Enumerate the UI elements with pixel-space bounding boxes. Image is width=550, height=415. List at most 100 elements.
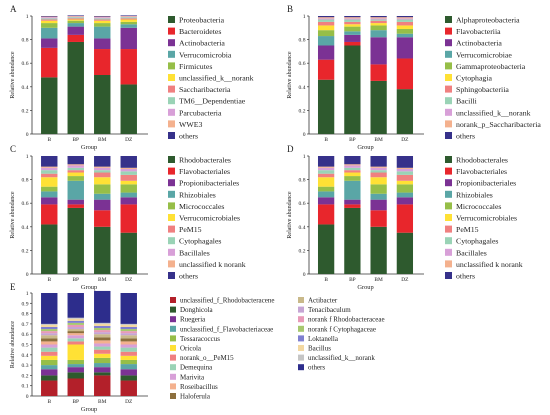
bar-segment-propionibacteriales-dz [396, 197, 414, 205]
x-tick-label: BM [98, 277, 107, 283]
legend-label: Donghicola [180, 306, 214, 314]
bar-segment-saccharibacteria-b [41, 19, 58, 21]
legend-swatch-others [445, 272, 452, 279]
panel-a: A 0 0.2 0.4 0.6 0.8 1 Relative abundance B BP BM DZ… [10, 4, 254, 151]
bar-segment-bacillus-dz [120, 324, 137, 327]
y-tick-label: 0.6 [22, 61, 29, 67]
bar-segment-actibacter-dz [120, 335, 137, 339]
legend-swatch-verrucomicrobia [168, 50, 175, 58]
legend: Proteobacteria Bacteroidetes Actinobacteri… [168, 16, 254, 141]
bar-segment-flavobacteriia-dz [396, 58, 414, 90]
bar-segment-norank-p-saccharibacteria-bm [370, 17, 387, 19]
bar-segment-verrucomicrobiales-dz [120, 180, 137, 185]
bar-segment-micrococcales-bm [94, 184, 111, 194]
bar-segment-unclassified-k-norank-bm [370, 166, 387, 168]
x-tick-label: DZ [125, 137, 132, 143]
legend-swatch-haloferula [170, 393, 176, 399]
bar-segment-unclassified-k-norank-b [317, 166, 335, 168]
bar-segment-wwe3-b [41, 16, 58, 18]
bar-segment-others-dz [120, 293, 137, 324]
bar-segment-cytophagales-bp [67, 167, 84, 171]
bar-segment-marivita-bm [94, 343, 111, 347]
bar-segment-flavobacteriales-bp [344, 204, 361, 208]
bar-segment-bacillales-b [317, 167, 335, 171]
bar-segment-unclassified-k-norank-b [41, 20, 58, 24]
legend-swatch-pem15 [445, 225, 452, 233]
bar-segment-norank-f-cytophagaceae-dz [120, 329, 137, 332]
legend-label: Verrucomicrobiales [456, 214, 517, 223]
bar-segment-actibacter-bp [67, 329, 84, 332]
y-axis-label: Relative abundance [287, 191, 293, 238]
bar-segment-loktanella-b [41, 326, 58, 330]
y-tick-label: 1 [303, 154, 306, 160]
legend: Rhodobacterales Flavobacteriales Propionib… [445, 156, 523, 281]
legend-swatch-unclassified-f-rhodobacteracene [170, 297, 176, 303]
bar-segment-actinobacteria-dz [396, 37, 414, 59]
legend-swatch-others [445, 132, 452, 139]
legend-swatch-unclassified-k-norank [445, 108, 452, 116]
bar-segment-rhodobacterales-dz [396, 232, 414, 274]
bar-segment-bacillales-bm [94, 167, 111, 171]
legend-swatch-flavobacteriales [168, 167, 175, 175]
legend: Alphaproteobacteria Flavobacteriia Actinob… [445, 16, 541, 141]
x-axis-label: Group [81, 284, 97, 291]
legend-label: Actinobacteria [179, 39, 225, 48]
bar-segment-unclassified-f-rhodobacteracene-bp [67, 378, 84, 396]
bar-segment-rhodobacterales-bm [94, 226, 111, 274]
bar-segment-saccharibacteria-bp [67, 18, 84, 20]
y-tick-label: 0.8 [22, 312, 29, 318]
bar-segment-unclassified-k-norank-b [41, 166, 58, 168]
legend-swatch-roseibacillus [170, 383, 176, 390]
legend-swatch-demequina [170, 364, 176, 371]
y-tick-label: 0.6 [299, 201, 306, 207]
legend-label: norank f Cytophagaceae [308, 325, 376, 333]
legend-swatch-saccharibacteria [168, 85, 175, 93]
bar-segment-micrococcales-bp [67, 176, 84, 181]
bar-segment-bacillales-dz [396, 168, 414, 172]
bar-segment-actinobacteria-b [317, 45, 335, 60]
legend-label: Tenacibaculum [308, 306, 351, 314]
bar-segment-unclassified-k-norank-bm [94, 20, 111, 24]
x-axis-label: Group [357, 284, 373, 291]
bar-segment-norank-p-saccharibacteria-bp [344, 17, 361, 19]
legend-swatch-firmicutes [168, 62, 175, 70]
bar-segment-sphingobacteriia-dz [396, 21, 414, 26]
bar-segment-marivita-bp [67, 335, 84, 339]
bar-segment-ruegeria-b [41, 369, 58, 376]
bar-segment-oricola-dz [120, 355, 137, 360]
bar-segment-bacilli-bm [370, 19, 387, 21]
bar-segment-unclassified-f-flavobacteriaceae-bp [67, 364, 84, 368]
y-tick-label: 0.7 [22, 322, 29, 328]
bar-segment-micrococcales-bp [344, 176, 361, 181]
x-tick-label: BP [349, 277, 356, 283]
bar-segment-flavobacteriales-b [41, 204, 58, 225]
legend-label: PeM15 [179, 225, 202, 234]
bar-segment-ruegeria-bp [67, 367, 84, 373]
bar-segment-others-bp [344, 16, 361, 18]
bar-segment-flavobacteriia-bp [344, 41, 361, 46]
bar-segment-propionibacteriales-bm [94, 199, 111, 211]
panel-letter: D [287, 144, 294, 154]
y-tick-label: 0.9 [22, 301, 29, 307]
bar-segment-marivita-dz [120, 344, 137, 348]
legend-swatch-bacilli [445, 97, 452, 105]
bar-segment-tessaracoccus-b [41, 359, 58, 366]
legend-swatch-cytophagia [445, 74, 452, 81]
legend-label: Roseibacillus [180, 383, 218, 391]
legend-label: Proteobacteria [179, 16, 225, 25]
bar-segment-norank-o-pem15-bp [67, 341, 84, 345]
bar-segment-verrucomicrobiae-dz [396, 33, 414, 38]
legend-swatch-verrucomicrobiales [168, 214, 175, 221]
y-tick-label: 0.4 [299, 225, 306, 231]
bar-segment-tm6-dependentiae-dz [120, 17, 137, 19]
x-tick-label: BP [72, 137, 79, 143]
bar-segment-tessaracoccus-bm [94, 357, 111, 364]
y-tick-label: 0.4 [22, 85, 29, 91]
legend-label: Flavobacteriales [456, 167, 507, 176]
x-tick-label: B [47, 277, 51, 283]
legend-swatch-unclassified-k-norank [445, 260, 452, 268]
x-tick-label: BP [72, 277, 79, 283]
legend-label: unclassified_f_Rhodobacteracene [180, 297, 274, 305]
bar-segment-unclassified-k-norank-dz [120, 19, 137, 22]
bar-segment-unclassified-k-norank-bp [344, 164, 361, 166]
